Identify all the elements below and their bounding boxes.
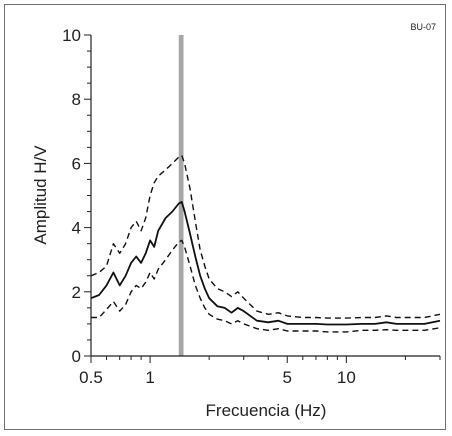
- x-axis-title: Frecuencia (Hz): [206, 401, 327, 420]
- y-tick-label: 8: [72, 90, 81, 109]
- y-tick-label: 10: [62, 26, 81, 45]
- x-tick-label: 1: [145, 368, 154, 387]
- ticks-layer: [84, 34, 441, 363]
- peak-band-layer: [178, 35, 184, 356]
- x-tick-label: 5: [283, 368, 292, 387]
- std-dev-curve-1: [90, 154, 441, 319]
- x-tick-label: 10: [337, 368, 356, 387]
- y-tick-label: 4: [72, 219, 81, 238]
- x-tick-label: 0.5: [79, 368, 103, 387]
- mean-hv-curve: [90, 200, 441, 326]
- y-tick-label: 2: [72, 283, 81, 302]
- figure-frame: [4, 4, 446, 430]
- y-axis-title: Amplitud H/V: [31, 145, 50, 245]
- y-tick-label: 0: [72, 347, 81, 366]
- axes-layer: [90, 35, 440, 357]
- peak-frequency-band: [178, 35, 184, 356]
- tick-labels-layer: 0 2 4 6 8 10 0.5 1 5 10: [62, 26, 356, 387]
- series-layer: [90, 154, 441, 333]
- std-dev-curve-2: [91, 239, 441, 333]
- y-tick-label: 6: [72, 154, 81, 173]
- station-tag: BU-07: [410, 22, 436, 32]
